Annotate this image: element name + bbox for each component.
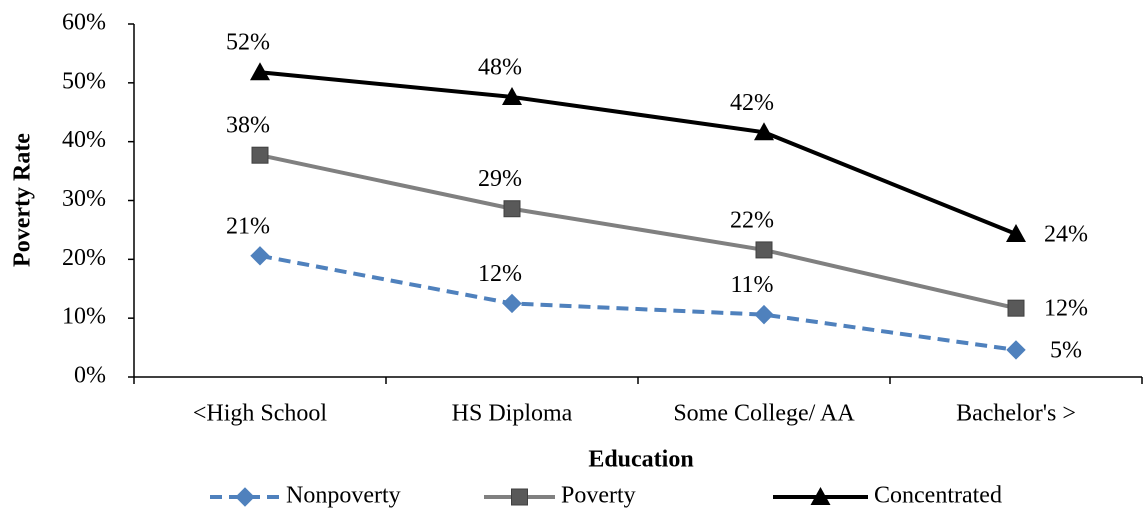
data-label: 42%: [730, 90, 774, 116]
x-axis-title: Education: [588, 447, 693, 473]
data-point: [1007, 299, 1025, 317]
series-line: [259, 253, 1017, 352]
legend-marker: [511, 488, 528, 506]
data-label: 12%: [1044, 296, 1088, 322]
data-point: [250, 246, 270, 266]
data-point: [1006, 224, 1026, 243]
legend-label: Nonpoverty: [286, 483, 401, 509]
data-point: [251, 146, 269, 164]
series-line: [259, 70, 1017, 236]
data-label: 11%: [730, 272, 773, 298]
data-point: [502, 86, 522, 105]
x-tick-label: Some College/ AA: [673, 401, 855, 427]
x-tick-label: <High School: [193, 401, 328, 427]
data-point: [250, 62, 270, 81]
y-tick-label: 60%: [62, 10, 106, 36]
data-point: [755, 241, 773, 259]
data-label: 22%: [730, 207, 774, 233]
legend-label: Poverty: [561, 483, 636, 509]
data-label: 21%: [226, 213, 270, 239]
legend-marker: [235, 487, 255, 507]
data-label: 24%: [1044, 222, 1088, 248]
data-label: 5%: [1050, 337, 1082, 363]
data-label: 38%: [226, 113, 270, 139]
x-tick-label: Bachelor's >: [956, 401, 1076, 427]
y-tick-label: 20%: [62, 245, 106, 271]
y-tick-label: 0%: [74, 363, 106, 389]
legend-label: Concentrated: [874, 483, 1002, 509]
y-tick-label: 40%: [62, 127, 106, 153]
y-tick-label: 50%: [62, 68, 106, 94]
data-point: [502, 293, 522, 314]
data-point: [754, 304, 774, 325]
data-point: [754, 122, 774, 141]
y-tick-label: 30%: [62, 186, 106, 212]
data-label: 52%: [226, 30, 270, 56]
y-tick-label: 10%: [62, 304, 106, 330]
data-label: 48%: [478, 54, 522, 80]
data-label: 29%: [478, 166, 522, 192]
data-label: 12%: [478, 261, 522, 287]
data-point: [503, 200, 521, 218]
series-line: [259, 153, 1017, 311]
data-point: [1006, 340, 1026, 360]
x-tick-label: HS Diploma: [452, 401, 573, 427]
legend-marker: [810, 487, 831, 505]
y-axis-title: Poverty Rate: [10, 133, 36, 267]
